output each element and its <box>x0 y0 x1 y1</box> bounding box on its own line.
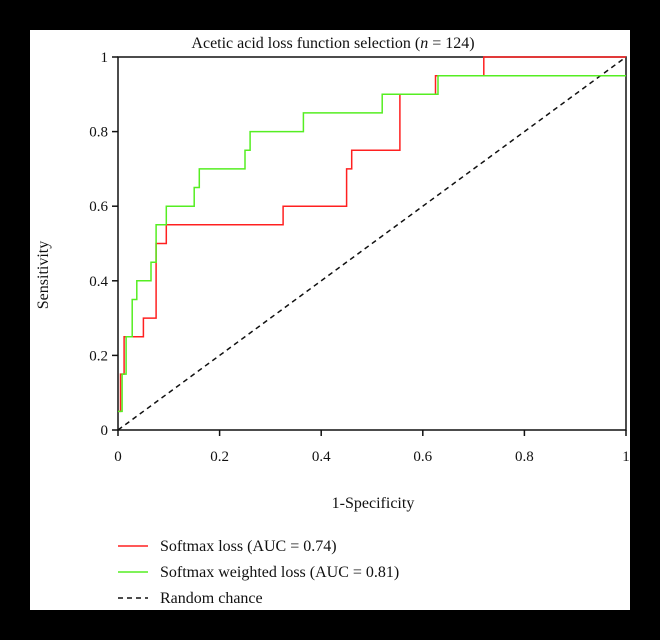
series-line-2 <box>117 56 627 431</box>
y-tick-label: 0.4 <box>89 274 108 290</box>
roc-chart: Acetic acid loss function selection (n =… <box>35 35 630 607</box>
plot-border <box>117 56 627 431</box>
x-tick-label: 0.8 <box>515 449 534 465</box>
series-line-0 <box>118 56 626 413</box>
y-tick-label: 1 <box>101 50 109 66</box>
legend: Softmax loss (AUC = 0.74) Softmax weighte… <box>118 538 399 607</box>
legend-label: Softmax weighted loss (AUC = 0.81) <box>160 564 399 581</box>
y-axis-label: Sensitivity <box>35 241 52 309</box>
legend-label: Softmax loss (AUC = 0.74) <box>160 538 337 555</box>
y-tick-label: 0.2 <box>89 348 108 364</box>
series-line-1 <box>118 74 626 413</box>
y-tick-label: 0.8 <box>89 125 108 141</box>
chart-title: Acetic acid loss function selection (n =… <box>191 35 474 52</box>
x-tick-label: 0.2 <box>210 449 229 465</box>
x-tick-label: 0.4 <box>312 449 331 465</box>
x-tick-label: 1 <box>622 449 630 465</box>
figure-frame: Acetic acid loss function selection (n =… <box>30 30 630 610</box>
y-tick-label: 0.6 <box>89 199 108 215</box>
y-tick-label: 0 <box>101 423 109 439</box>
x-tick-label: 0.6 <box>413 449 432 465</box>
x-tick-label: 0 <box>114 449 122 465</box>
x-axis-label: 1-Specificity <box>332 495 415 512</box>
legend-label: Random chance <box>160 590 263 607</box>
